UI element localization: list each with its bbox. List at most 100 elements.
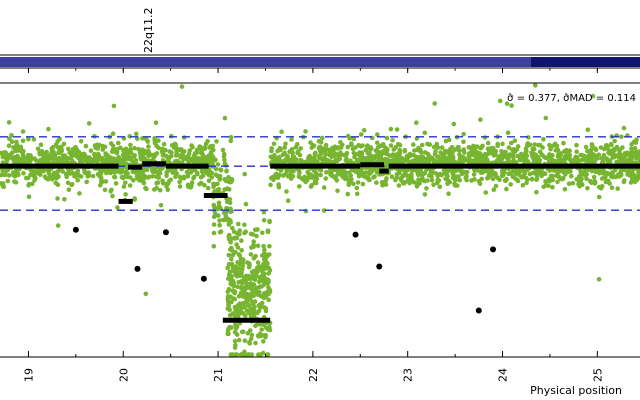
data-point	[476, 179, 482, 184]
data-point	[202, 145, 208, 150]
data-point	[236, 266, 242, 271]
data-point	[110, 193, 115, 199]
outlier-point	[134, 265, 141, 272]
data-point	[230, 278, 236, 284]
data-point	[265, 281, 271, 286]
data-point	[608, 141, 614, 147]
data-point	[515, 177, 520, 183]
data-point	[233, 352, 238, 357]
data-point	[566, 155, 572, 160]
data-point	[217, 218, 222, 223]
data-point	[70, 170, 76, 176]
data-point	[495, 141, 501, 147]
data-point	[605, 170, 610, 176]
data-point	[615, 186, 620, 191]
data-point	[25, 175, 31, 181]
data-point	[621, 125, 627, 131]
data-point	[232, 304, 238, 310]
data-point	[169, 153, 174, 159]
data-point	[607, 148, 612, 154]
data-point	[414, 184, 420, 189]
data-point	[241, 275, 247, 281]
data-point	[199, 157, 204, 162]
data-point	[632, 146, 638, 151]
data-point	[249, 352, 255, 357]
data-point	[121, 155, 127, 161]
data-point	[217, 177, 223, 182]
data-point	[51, 156, 57, 162]
data-point	[548, 146, 553, 152]
data-point	[245, 303, 251, 308]
data-point	[318, 139, 324, 145]
data-point	[61, 141, 67, 147]
data-point	[85, 157, 90, 162]
data-point	[226, 252, 232, 258]
data-point	[220, 147, 226, 153]
data-point	[86, 121, 92, 126]
data-point	[512, 168, 518, 173]
data-point	[444, 177, 450, 183]
data-point	[596, 194, 602, 200]
data-point	[524, 158, 530, 164]
data-point	[383, 145, 388, 150]
data-point	[390, 138, 395, 143]
data-point	[271, 177, 276, 183]
data-point	[593, 147, 599, 153]
data-point	[5, 178, 11, 184]
data-point	[164, 173, 169, 178]
data-point	[236, 252, 242, 257]
data-point	[114, 147, 120, 152]
data-point	[303, 208, 309, 214]
data-point	[396, 159, 401, 164]
data-point	[244, 281, 250, 287]
data-point	[261, 217, 267, 223]
data-point	[297, 184, 302, 189]
data-point	[486, 173, 491, 179]
data-point	[611, 154, 617, 160]
data-point	[229, 256, 234, 262]
data-point	[585, 148, 590, 154]
data-point	[164, 181, 169, 186]
data-point	[388, 143, 394, 148]
data-point	[211, 147, 216, 153]
data-point	[428, 170, 434, 176]
data-point	[206, 178, 212, 184]
data-point	[534, 177, 539, 182]
data-point	[472, 168, 477, 173]
data-point	[432, 101, 438, 106]
data-point	[248, 231, 254, 237]
data-point	[102, 144, 108, 150]
data-point	[344, 156, 349, 162]
data-point	[359, 170, 365, 176]
data-point	[414, 120, 419, 125]
data-point	[229, 177, 235, 182]
data-point	[620, 145, 625, 150]
data-point	[78, 174, 84, 179]
data-point	[97, 142, 103, 148]
data-point	[194, 150, 199, 156]
data-point	[399, 156, 405, 161]
x-axis-label: Physical position	[530, 384, 622, 397]
data-point	[429, 155, 435, 161]
data-point	[167, 149, 172, 154]
data-point	[442, 156, 448, 161]
outlier-point	[352, 231, 359, 238]
data-point	[135, 169, 141, 175]
data-point	[351, 181, 356, 187]
data-point	[211, 230, 217, 236]
data-point	[132, 145, 137, 151]
data-point	[98, 170, 104, 175]
data-point	[123, 192, 128, 197]
data-point	[256, 308, 262, 314]
data-point	[422, 130, 428, 136]
data-point	[144, 136, 149, 142]
data-point	[585, 127, 591, 133]
data-point	[160, 178, 165, 183]
data-point	[98, 156, 103, 162]
data-point	[94, 152, 99, 157]
data-point	[445, 181, 450, 186]
data-point	[222, 115, 228, 121]
data-point	[33, 158, 39, 163]
data-point	[313, 178, 318, 183]
data-point	[186, 151, 192, 157]
